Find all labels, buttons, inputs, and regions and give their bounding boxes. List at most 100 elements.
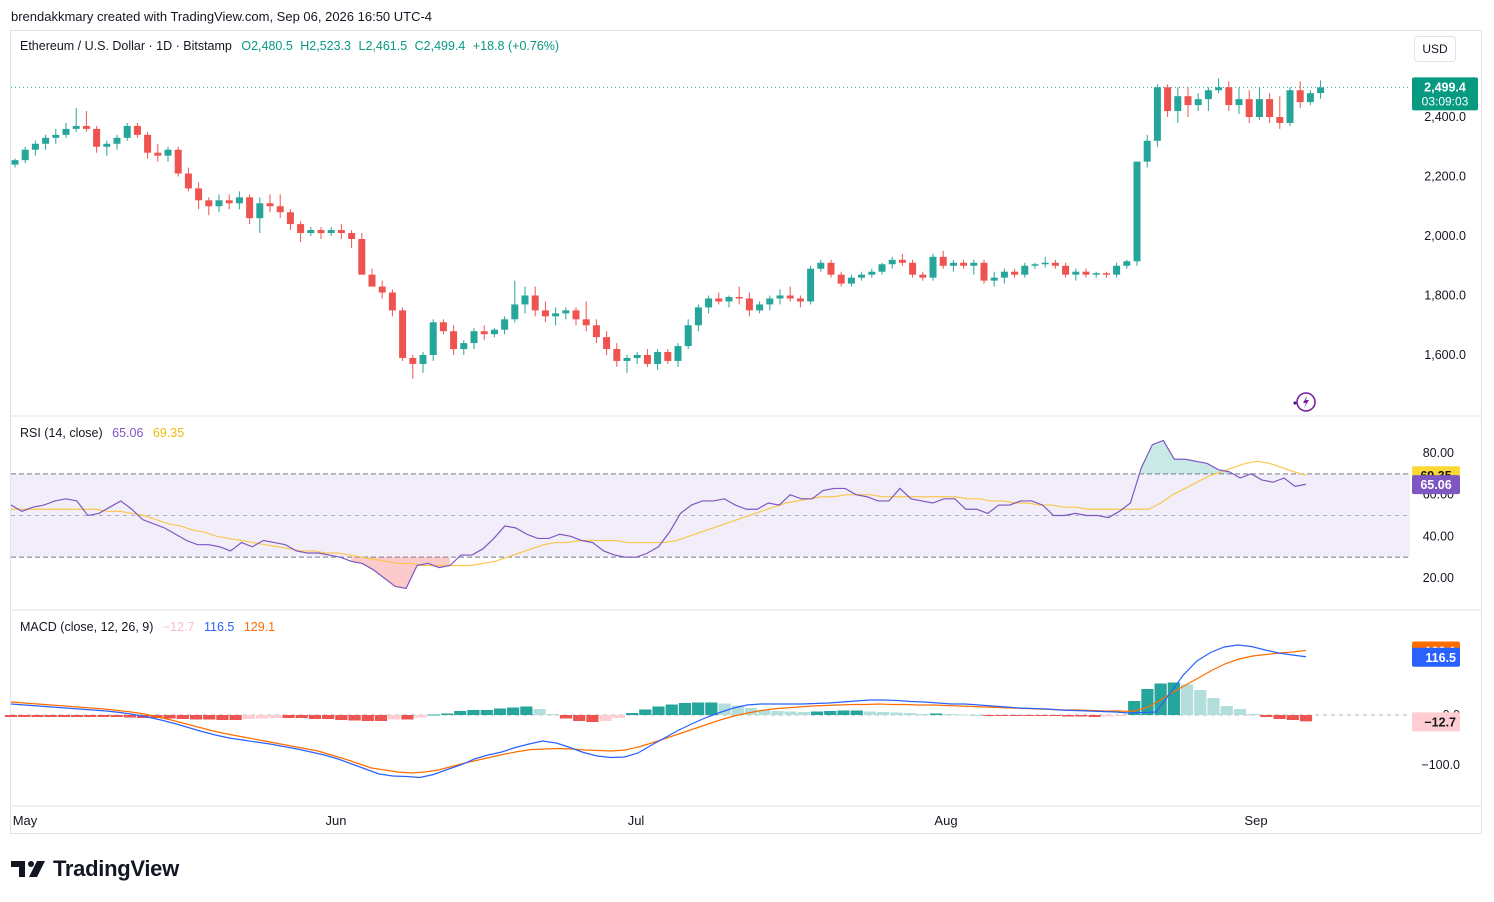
macd-label: MACD (close, 12, 26, 9) bbox=[20, 620, 154, 634]
candle-body bbox=[756, 304, 764, 311]
candle-body bbox=[766, 298, 774, 305]
candle-body bbox=[807, 268, 815, 302]
candle-body bbox=[1082, 271, 1090, 275]
candle-body bbox=[1317, 87, 1325, 94]
macd-histogram-bar bbox=[810, 711, 824, 715]
candle-body bbox=[286, 212, 294, 225]
candle-body bbox=[215, 200, 223, 207]
candle-body bbox=[409, 357, 417, 364]
candle-body bbox=[735, 296, 743, 299]
candle-body bbox=[633, 355, 641, 358]
macd-histogram-bar bbox=[559, 715, 573, 719]
candle-body bbox=[1133, 161, 1141, 262]
candle-body bbox=[1225, 87, 1233, 106]
macd-histogram-bar bbox=[784, 711, 797, 715]
candle-body bbox=[531, 295, 539, 311]
candle-body bbox=[72, 125, 80, 129]
candle-body bbox=[297, 224, 305, 234]
macd-histogram-bar bbox=[1220, 706, 1233, 715]
candle-body bbox=[592, 325, 600, 338]
macd-histogram-bar bbox=[1062, 715, 1075, 717]
candle-body bbox=[1062, 265, 1070, 275]
candle-body bbox=[643, 355, 651, 364]
macd-value: 116.5 bbox=[204, 620, 235, 634]
ohlc-close: C2,499.4 bbox=[414, 39, 466, 53]
candle-body bbox=[21, 149, 29, 161]
macd-histogram-bar bbox=[850, 710, 863, 715]
candle-body bbox=[1041, 262, 1049, 265]
macd-histogram-bar bbox=[454, 711, 467, 715]
macd-histogram-bar bbox=[18, 715, 31, 717]
macd-histogram-bar bbox=[586, 715, 599, 722]
macd-histogram-bar bbox=[467, 710, 480, 715]
ohlc-high: H2,523.3 bbox=[300, 39, 352, 53]
candle-body bbox=[827, 262, 835, 275]
candle-body bbox=[847, 277, 855, 284]
candle-body bbox=[144, 134, 152, 153]
candle-body bbox=[817, 262, 825, 269]
candle-body bbox=[1072, 271, 1080, 275]
rsi-axis-tick: 20.00 bbox=[1423, 571, 1454, 585]
macd-histogram-bar bbox=[771, 711, 784, 715]
macd-line bbox=[10, 644, 1307, 779]
candle-body bbox=[184, 173, 192, 189]
candle-body bbox=[419, 355, 427, 364]
macd-histogram-bar bbox=[916, 714, 929, 715]
candle-body bbox=[552, 313, 560, 317]
rsi-legend[interactable]: RSI (14, close) 65.06 69.35 bbox=[20, 426, 190, 440]
candle-body bbox=[378, 286, 386, 293]
macd-histogram-bar bbox=[995, 715, 1009, 716]
candle-body bbox=[1153, 87, 1161, 141]
rsi-value: 65.06 bbox=[112, 426, 144, 440]
candle-body bbox=[42, 137, 50, 144]
currency-button[interactable]: USD bbox=[1414, 36, 1456, 62]
candle-body bbox=[480, 331, 488, 335]
candle-body bbox=[133, 125, 141, 135]
macd-histogram-bar bbox=[31, 715, 44, 717]
macd-histogram-bar bbox=[374, 715, 388, 721]
macd-histogram-bar bbox=[123, 715, 137, 718]
candle-body bbox=[460, 343, 468, 350]
candle-body bbox=[694, 307, 702, 326]
candle-body bbox=[949, 262, 957, 266]
macd-histogram-bar bbox=[533, 709, 546, 715]
rsi-label: RSI (14, close) bbox=[20, 426, 103, 440]
candle-body bbox=[796, 298, 804, 302]
macd-histogram-bar bbox=[1154, 683, 1167, 715]
rsi-axis-tick: 80.00 bbox=[1423, 446, 1454, 460]
candle-body bbox=[1143, 140, 1151, 162]
candle-body bbox=[868, 271, 876, 275]
macd-tag: 116.5 bbox=[1425, 651, 1456, 665]
candle-body bbox=[490, 329, 498, 335]
candle-body bbox=[623, 357, 631, 361]
macd-histogram-bar bbox=[877, 712, 890, 715]
rsi-axis-tick: 40.00 bbox=[1423, 529, 1454, 543]
macd-histogram-bar bbox=[110, 715, 123, 717]
macd-histogram-bar bbox=[335, 715, 348, 720]
macd-histogram-bar bbox=[705, 702, 718, 715]
candle-body bbox=[348, 233, 356, 239]
candle-body bbox=[205, 200, 213, 207]
time-axis-tick: Jul bbox=[628, 813, 645, 828]
candle-body bbox=[1051, 262, 1059, 266]
brand-name: TradingView bbox=[53, 856, 179, 881]
lightning-icon[interactable] bbox=[1292, 391, 1316, 413]
macd-hist-tag: −12.7 bbox=[1424, 715, 1456, 729]
macd-legend[interactable]: MACD (close, 12, 26, 9) −12.7 116.5 129.… bbox=[20, 620, 281, 634]
symbol-legend[interactable]: Ethereum / U.S. Dollar · 1D · Bitstamp O… bbox=[20, 39, 565, 53]
macd-histogram-bar bbox=[692, 702, 705, 715]
candle-body bbox=[470, 331, 478, 344]
macd-hist-value: −12.7 bbox=[162, 620, 195, 634]
macd-histogram-bar bbox=[665, 704, 678, 715]
macd-histogram-bar bbox=[295, 715, 308, 718]
candle-body bbox=[154, 152, 162, 156]
candle-body bbox=[888, 259, 896, 265]
tradingview-logo[interactable]: TradingView bbox=[11, 856, 179, 882]
candle-body bbox=[970, 262, 978, 266]
candle-body bbox=[62, 128, 70, 135]
macd-histogram-bar bbox=[1194, 690, 1207, 715]
candle-body bbox=[388, 292, 396, 311]
price-axis-tick: 2,200.0 bbox=[1424, 170, 1466, 184]
candle-body bbox=[521, 295, 529, 305]
